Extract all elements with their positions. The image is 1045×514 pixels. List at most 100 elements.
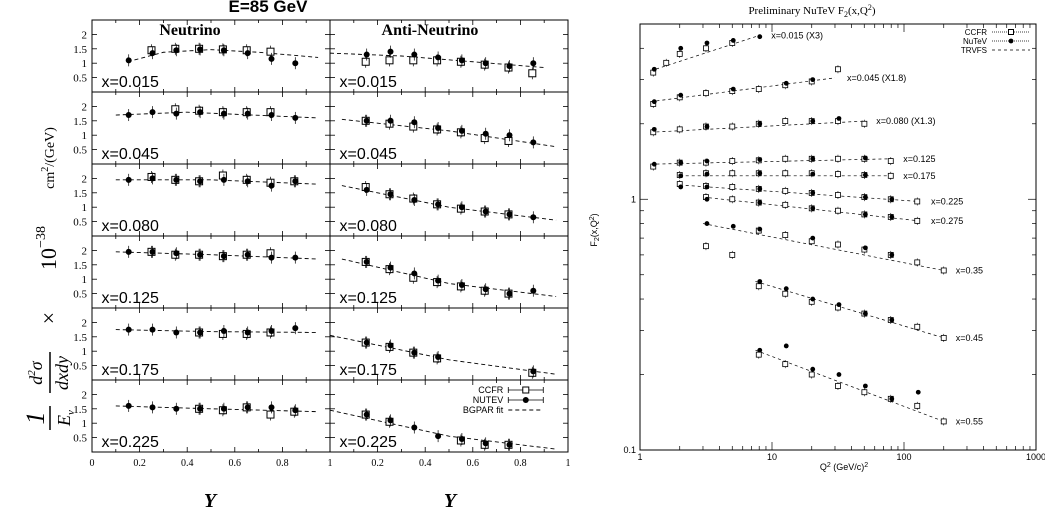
nutev-point [149, 326, 156, 333]
nutev-point [363, 258, 370, 265]
f2-series: x=0.045 (X1.8) [650, 65, 906, 108]
f2-series: x=0.125 [650, 154, 935, 171]
fit-curve [329, 409, 557, 450]
nutev-point [197, 109, 204, 116]
nutev-point [125, 248, 132, 255]
left-ylabel: 1 Eν d2σ dxdy × 10−38 cm2/(GeV) [21, 127, 77, 430]
ylabel-power: 10−38 [34, 226, 61, 270]
f2-series: x=0.080 (X1.3) [650, 116, 936, 137]
nutev-point [915, 389, 921, 395]
panel-x-label: x=0.045 [340, 146, 397, 163]
ccfr-point [914, 198, 921, 205]
nutev-point [268, 328, 275, 335]
nutev-point [125, 402, 132, 409]
nutev-point [530, 139, 537, 146]
y-tick-label: 1.5 [73, 404, 87, 416]
y-tick-label: 2 [82, 245, 88, 257]
y-tick-label: 1 [82, 418, 88, 430]
y-tick-label: 2 [82, 389, 88, 401]
ccfr-point [861, 389, 868, 396]
nutev-point [292, 178, 299, 185]
right-ylabel: F2(x,Q2) [589, 213, 601, 246]
nutev-point [220, 253, 227, 260]
panel-data: x=0.225 x=0.225 [102, 399, 557, 451]
x-tick-label: 0.6 [467, 458, 480, 469]
panel-x-label: x=0.080 [340, 218, 397, 235]
trvfs-curve [650, 158, 892, 165]
nutev-point [411, 51, 418, 58]
ccfr-point [887, 158, 894, 164]
nutev-point [506, 132, 513, 139]
nutev-point [482, 60, 489, 67]
nutev-point [889, 396, 895, 402]
ccfr-point [729, 196, 736, 203]
nutev-point [435, 54, 442, 61]
ylabel-ev: Eν [54, 410, 77, 427]
nutev-point [530, 214, 537, 221]
nutev-point [220, 110, 227, 117]
y-tick-label: 0.5 [73, 361, 87, 373]
ccfr-point [266, 47, 275, 56]
nutev-point [704, 184, 710, 190]
nutev-point [268, 55, 275, 62]
nutev-point [197, 178, 204, 185]
legend-label: TRVFS [961, 46, 987, 55]
nutev-point [757, 34, 763, 40]
right-title: Preliminary NuTeV F2(x,Q2) [748, 3, 875, 19]
ccfr-point [940, 334, 947, 341]
f2-series: x=0.175 [676, 169, 935, 181]
ccfr-point [940, 418, 947, 425]
y-tick-label: 0.1 [623, 445, 636, 455]
nutev-point [678, 184, 684, 190]
nutev-point [757, 200, 763, 205]
trvfs-curve [679, 184, 920, 202]
x-tick-label: 0 [90, 458, 95, 469]
x-tick-label: 0.4 [419, 458, 432, 469]
y-tick-label: 2 [82, 317, 88, 329]
nutev-point [678, 173, 684, 179]
nutev-point [862, 194, 868, 200]
ccfr-point [782, 361, 789, 368]
x-tick-label: 0.6 [229, 458, 242, 469]
y-tick-label: 1 [82, 274, 88, 286]
legend-label: NuTeV [963, 37, 988, 46]
nutev-point [268, 404, 275, 411]
y-tick-label: 0.5 [73, 73, 87, 85]
ccfr-point [782, 118, 789, 124]
nutev-point [149, 248, 156, 255]
nutev-point [810, 296, 816, 302]
nutev-point [149, 109, 156, 116]
y-tick-label: 1.5 [73, 188, 87, 200]
y-tick-label: 1.5 [73, 44, 87, 56]
nutev-point [458, 57, 465, 64]
nutev-point [862, 212, 868, 217]
legend-label: BGPAR fit [463, 405, 504, 415]
ccfr-point [861, 120, 868, 127]
nutev-point [757, 170, 763, 176]
panel-x-label: x=0.125 [102, 290, 159, 307]
right-xlabel: Q2 (GeV/c)2 [820, 462, 868, 472]
legend-nutev-marker [1008, 38, 1014, 44]
nutev-point [836, 116, 842, 121]
ccfr-point [729, 251, 736, 258]
nutev-point [458, 436, 465, 443]
nutev-point [862, 311, 868, 316]
nutev-point [889, 196, 895, 202]
nutev-point [757, 279, 763, 284]
nutev-point [704, 40, 710, 46]
y-tick-label: 1 [82, 346, 88, 358]
nutev-point [292, 60, 299, 67]
x-tick-label: 100 [896, 452, 911, 462]
nutev-point [862, 172, 868, 178]
series-label: x=0.45 [956, 333, 983, 343]
nutev-point [220, 176, 227, 183]
ccfr-point [663, 59, 670, 66]
nutev-point [387, 191, 394, 198]
legend-label: NUTEV [473, 395, 504, 405]
y-tick-label: 2 [82, 101, 88, 113]
series-label: x=0.225 [931, 196, 963, 206]
nutev-point [244, 329, 251, 336]
nutev-point [411, 349, 418, 356]
ylabel-d2sigma: d2σ [26, 360, 46, 385]
nutev-point [651, 66, 657, 72]
